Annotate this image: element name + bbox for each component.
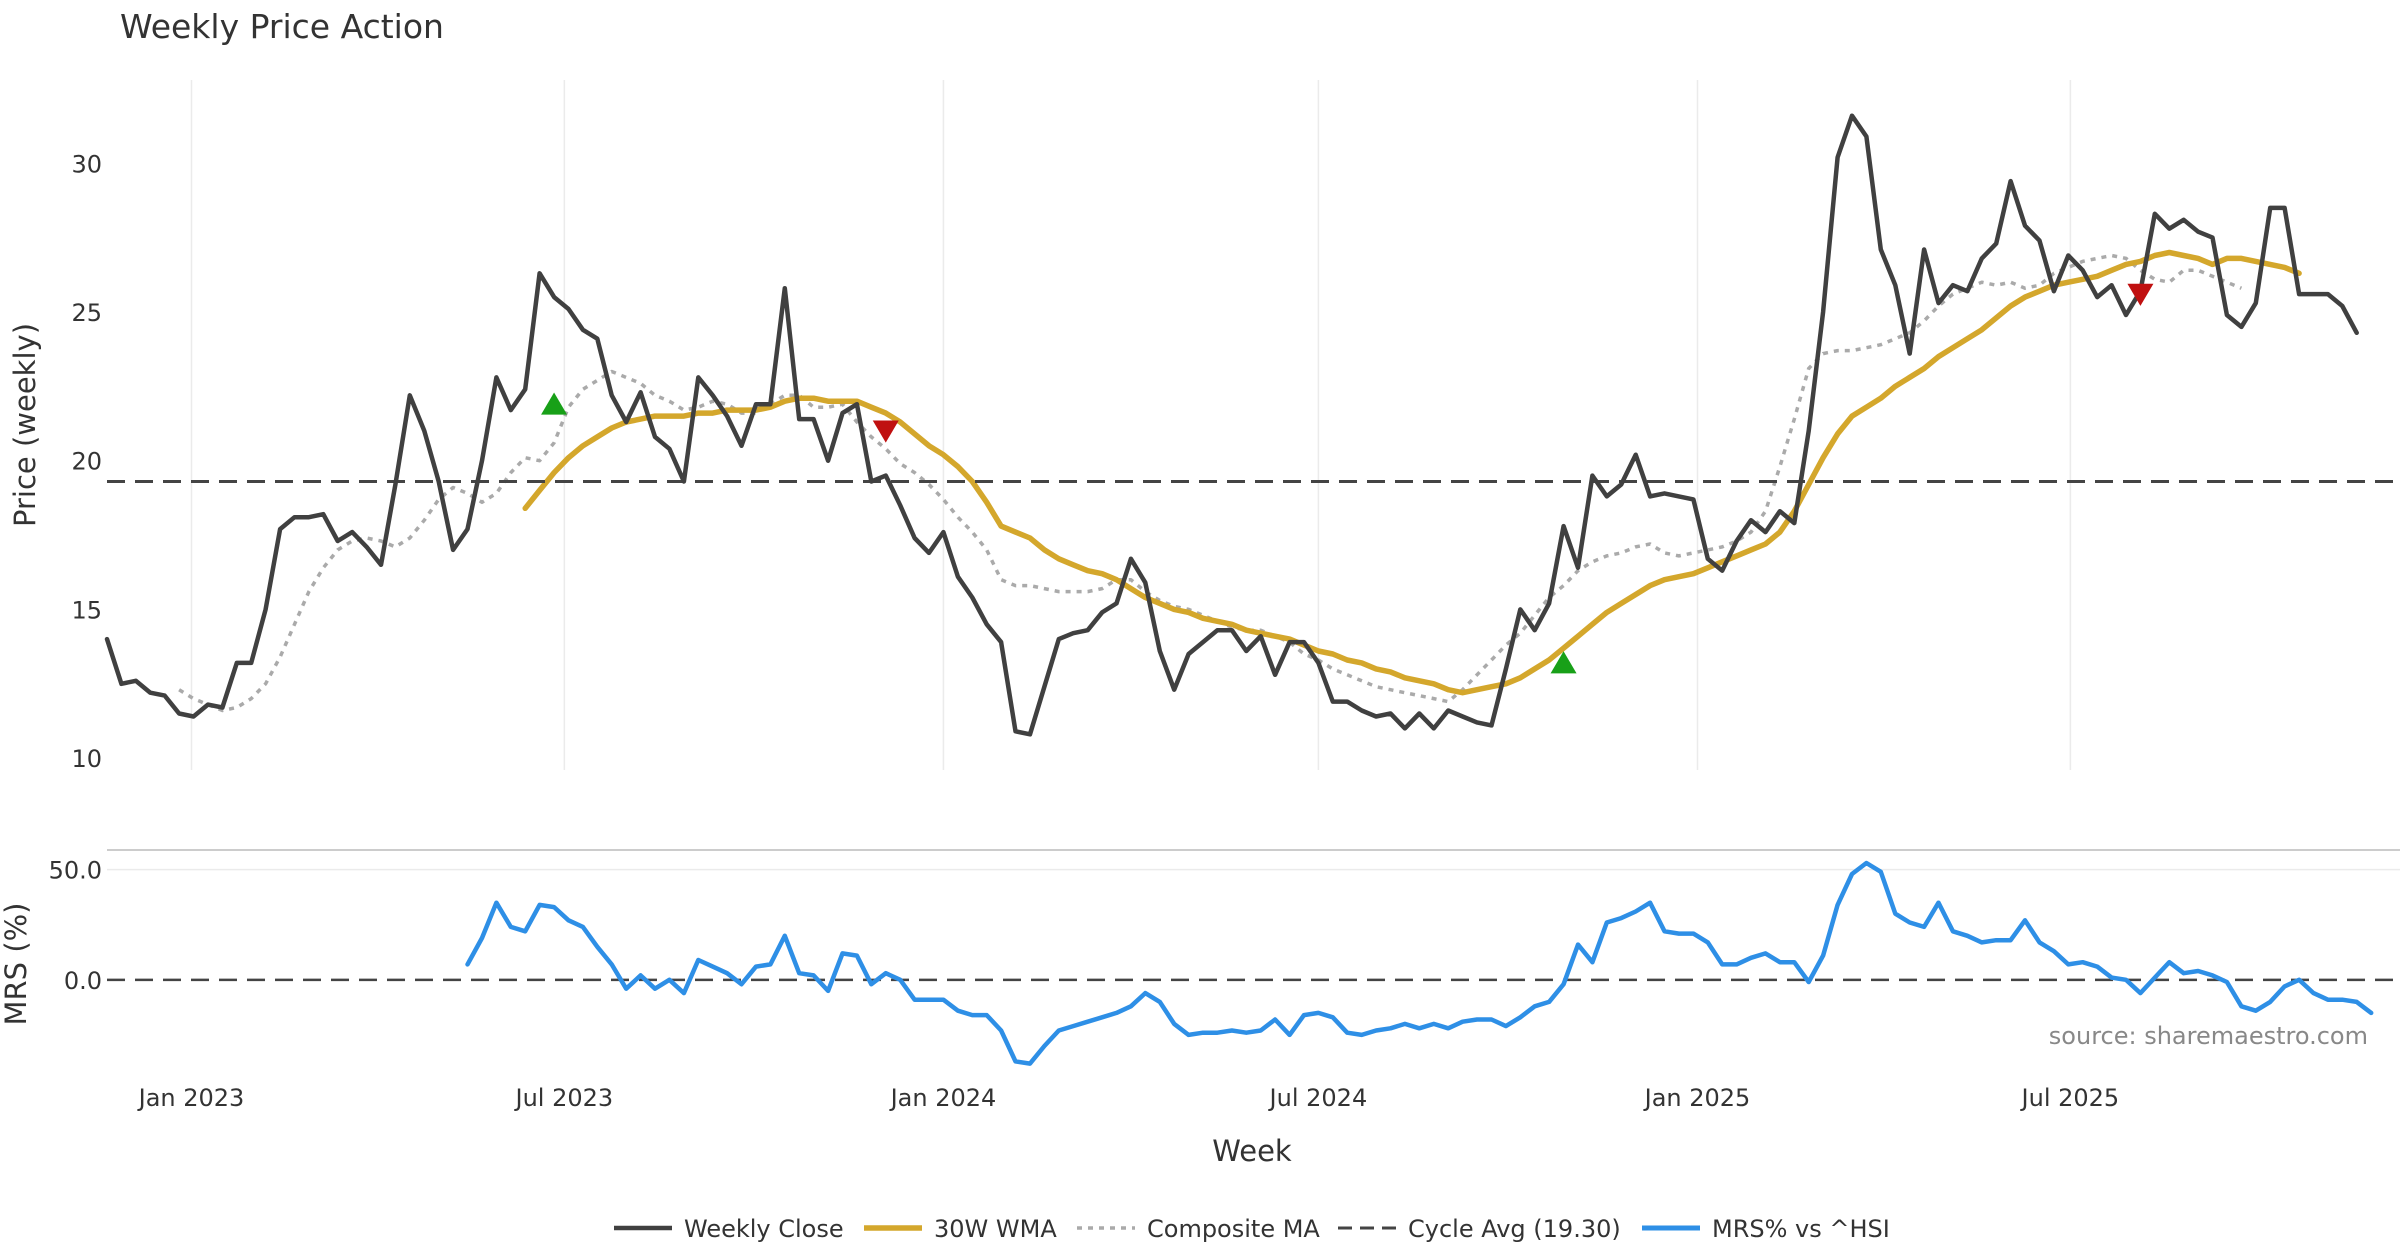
legend-entry: 30W WMA — [864, 1215, 1057, 1243]
price-y-axis-label: Price (weekly) — [8, 323, 42, 527]
price-y-tick-label: 25 — [71, 299, 102, 327]
mrs-y-tick-label: 0.0 — [64, 967, 102, 995]
series-line-30w-wma — [522, 249, 2302, 696]
legend-entry: MRS% vs ^HSI — [1642, 1215, 1890, 1243]
price-chart-title: Weekly Price Action — [120, 7, 444, 46]
price-y-tick-label: 30 — [71, 150, 102, 178]
price-y-tick-label: 20 — [71, 448, 102, 476]
mrs-y-axis-label: MRS (%) — [0, 903, 33, 1026]
legend-label: Composite MA — [1147, 1215, 1320, 1243]
x-tick-label: Jul 2025 — [2020, 1084, 2120, 1112]
x-axis-ticks: Jan 2023 Jul 2023 Jan 2024 Jul 2024 Jan 2025… — [137, 1084, 2120, 1112]
x-tick-label: Jul 2024 — [1268, 1084, 1368, 1112]
price-y-tick-label: 15 — [71, 596, 102, 624]
legend-label: Cycle Avg (19.30) — [1408, 1215, 1621, 1243]
x-axis-label: Week — [1212, 1134, 1292, 1168]
series-line-mrs — [465, 860, 2374, 1066]
x-tick-label: Jul 2023 — [514, 1084, 614, 1112]
x-tick-label: Jan 2025 — [1643, 1084, 1751, 1112]
x-tick-label: Jan 2024 — [889, 1084, 997, 1112]
mrs-y-tick-label: 50.0 — [49, 857, 102, 885]
price-panel: 10 15 20 25 30 — [71, 113, 2400, 773]
legend-entry: Composite MA — [1077, 1215, 1320, 1243]
price-y-tick-label: 10 — [71, 745, 102, 773]
legend-entry: Weekly Close — [614, 1215, 844, 1243]
buy-signal-marker — [541, 392, 568, 415]
sell-signal-marker — [2127, 283, 2154, 306]
legend-label: MRS% vs ^HSI — [1712, 1215, 1890, 1243]
legend-entry: Cycle Avg (19.30) — [1338, 1215, 1621, 1243]
source-attribution: source: sharemaestro.com — [2049, 1022, 2368, 1050]
buy-signal-marker — [1550, 651, 1577, 674]
mrs-panel: 0.0 50.0 — [49, 857, 2400, 1066]
grid-layer — [107, 80, 2400, 871]
legend-label: Weekly Close — [684, 1215, 844, 1243]
series-line-weekly-close — [104, 113, 2359, 737]
sell-signal-marker — [872, 420, 899, 443]
legend: Weekly Close 30W WMA Composite MA Cycle Avg… — [614, 1215, 1890, 1243]
legend-label: 30W WMA — [934, 1215, 1057, 1243]
x-tick-label: Jan 2023 — [137, 1084, 245, 1112]
